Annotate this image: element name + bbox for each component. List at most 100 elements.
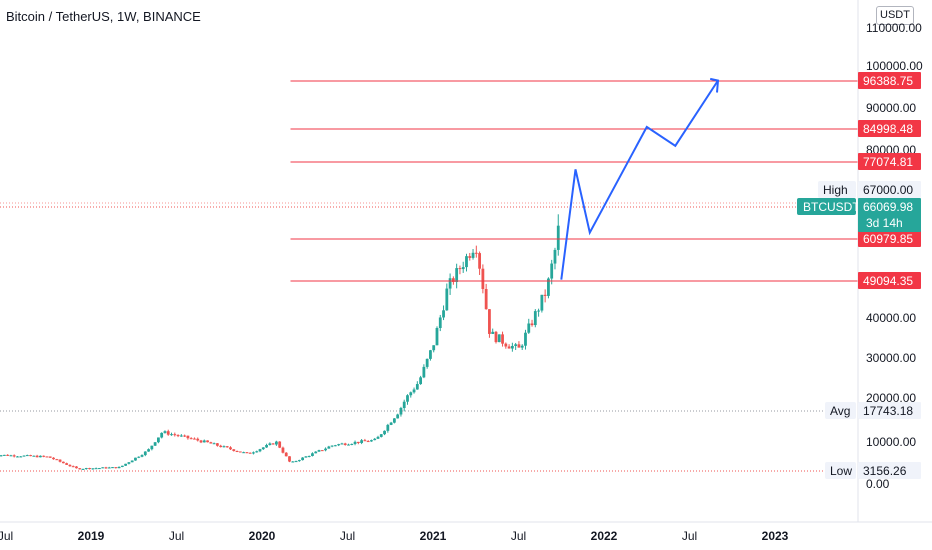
candle	[261, 447, 265, 450]
candle	[474, 252, 478, 254]
candle	[150, 445, 154, 450]
candle	[396, 414, 400, 419]
candle	[235, 450, 239, 452]
candle	[356, 441, 360, 443]
candle	[39, 455, 42, 458]
x-tick-label: 2021	[420, 529, 447, 543]
level-price-label-bg	[858, 230, 921, 247]
candle	[386, 424, 390, 431]
candle	[514, 344, 518, 346]
y-tick-label: 10000.00	[866, 435, 916, 449]
candle	[137, 456, 141, 458]
candle	[510, 345, 514, 349]
candle	[324, 448, 327, 451]
candle	[58, 459, 62, 462]
symbol-tag: BTCUSDT	[803, 200, 860, 214]
candle	[107, 467, 111, 469]
candle	[288, 456, 291, 462]
candle	[284, 452, 288, 457]
last-price-bg	[858, 198, 921, 232]
candle	[202, 440, 206, 443]
level-price-label-bg	[858, 153, 921, 170]
candle	[537, 310, 540, 312]
candle	[160, 432, 164, 438]
candle	[481, 268, 485, 290]
candle	[419, 377, 423, 385]
candle	[130, 460, 134, 463]
candle	[71, 466, 75, 468]
candle	[406, 395, 409, 402]
candle	[497, 334, 501, 343]
candle	[32, 455, 36, 457]
candle	[127, 462, 131, 464]
level-price-label-bg	[858, 72, 921, 89]
chart-title: Bitcoin / TetherUS, 1W, BINANCE	[6, 9, 201, 24]
price-labels-layer: 96388.75 84998.48 77074.81 60979.85 49094.35…	[797, 72, 921, 479]
candle	[415, 384, 419, 390]
level-price-label-bg	[858, 120, 921, 137]
candle	[61, 461, 65, 464]
x-tick-label: Jul	[0, 529, 13, 543]
candle	[55, 459, 59, 461]
candle	[274, 441, 278, 445]
candle	[114, 467, 118, 469]
candle	[448, 278, 452, 289]
candle	[307, 455, 311, 457]
candle	[340, 443, 344, 445]
x-tick-label: Jul	[340, 529, 355, 543]
y-tick-label: 110000.00	[866, 21, 922, 35]
candle	[186, 435, 190, 439]
candle	[281, 447, 285, 453]
candle	[22, 455, 26, 457]
candle	[363, 440, 367, 442]
candle	[242, 452, 246, 454]
levels-layer	[0, 80, 858, 472]
candle	[101, 467, 105, 469]
x-tick-label: 2023	[762, 529, 789, 543]
candle	[330, 445, 334, 447]
candle	[314, 451, 318, 454]
currency-button[interactable]: USDT	[876, 6, 914, 25]
marker-value-low: 3156.26	[863, 464, 907, 478]
candle	[550, 263, 554, 279]
candle	[258, 449, 262, 452]
candle	[294, 461, 298, 463]
candle	[333, 445, 337, 447]
candle	[268, 443, 272, 445]
candle	[553, 249, 557, 264]
candle	[458, 268, 462, 270]
y-tick-label: 0.00	[866, 477, 890, 491]
candle	[278, 441, 282, 448]
candle	[271, 443, 275, 445]
candle	[320, 450, 324, 452]
y-tick-label: 20000.00	[866, 391, 916, 405]
candle	[229, 447, 232, 450]
candle	[16, 456, 19, 458]
candle	[75, 466, 78, 469]
candle	[170, 434, 173, 436]
candle	[524, 332, 527, 346]
candle	[255, 451, 259, 453]
candle	[209, 442, 213, 444]
marker-value-high: 67000.00	[863, 183, 913, 197]
candle	[212, 443, 216, 445]
candle	[461, 267, 465, 270]
candle	[42, 455, 46, 457]
candle	[376, 436, 380, 439]
candle	[9, 455, 13, 457]
candle	[533, 311, 537, 326]
candle	[25, 455, 29, 457]
candle	[199, 440, 203, 443]
candle	[88, 468, 91, 470]
candle	[124, 463, 128, 466]
candle	[471, 252, 475, 258]
candle	[252, 452, 255, 454]
candle	[494, 331, 498, 343]
candle	[520, 345, 524, 348]
marker-value-low-bg	[858, 462, 921, 479]
level-price-label: 77074.81	[863, 155, 913, 169]
candle	[370, 440, 373, 442]
candle	[409, 392, 413, 396]
candle	[225, 446, 229, 448]
